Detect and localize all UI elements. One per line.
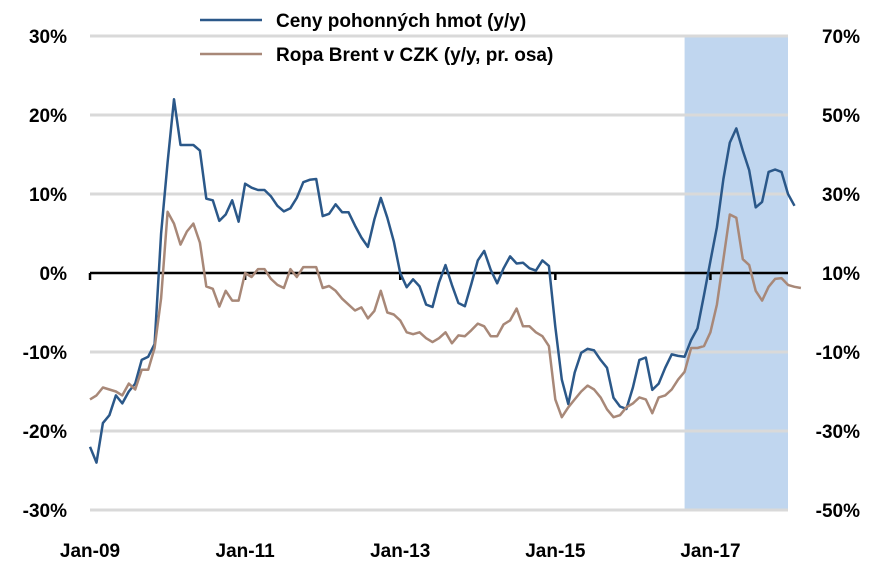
y-tick-label-left: 10% [29, 185, 67, 206]
y-tick-label-right: 10% [822, 264, 860, 285]
series-lines [88, 97, 802, 464]
y-tick-label-left: 0% [40, 264, 68, 285]
x-tick-label: Jan-17 [680, 541, 740, 562]
y-tick-label-left: 30% [29, 27, 67, 48]
x-tick-label: Jan-13 [370, 541, 430, 562]
series-line-fuel-prices [88, 97, 796, 464]
y-tick-label-left: -10% [23, 343, 67, 364]
x-tick-label: Jan-11 [216, 541, 276, 562]
series-line-brent-czk [89, 210, 802, 419]
legend-label-brent: Ropa Brent v CZK (y/y, pr. osa) [276, 45, 553, 66]
y-tick-label-right: -10% [816, 343, 860, 364]
y-tick-label-right: 30% [822, 185, 860, 206]
x-tick-label: Jan-15 [525, 541, 586, 562]
y-tick-label-right: 70% [822, 27, 860, 48]
y-tick-label-right: -50% [816, 501, 860, 522]
y-tick-label-right: -30% [816, 422, 860, 443]
legend-label-fuel: Ceny pohonných hmot (y/y) [276, 11, 526, 32]
tick-labels: 30% 20% 10% 0% -10% -20% -30% 70% 50% 30% 10% -10% -… [23, 27, 860, 562]
y-tick-label-left: -30% [23, 501, 67, 522]
y-tick-label-left: -20% [23, 422, 67, 443]
legend: Ceny pohonných hmot (y/y) Ropa Brent v C… [200, 11, 553, 66]
y-tick-label-right: 50% [822, 106, 860, 127]
y-tick-label-left: 20% [29, 106, 67, 127]
x-tick-label: Jan-09 [60, 541, 120, 562]
